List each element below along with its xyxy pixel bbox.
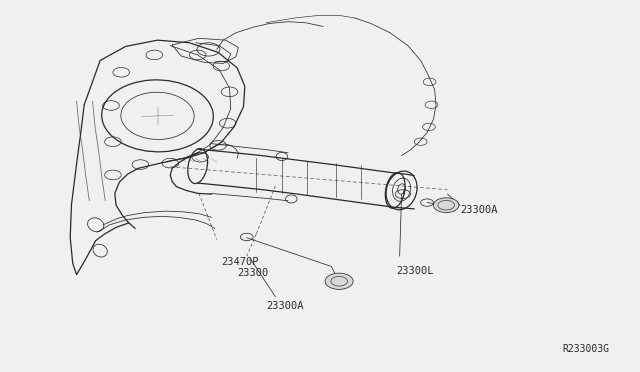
Text: 23300L: 23300L	[396, 266, 434, 276]
Text: 23470P: 23470P	[221, 257, 259, 267]
Circle shape	[433, 198, 459, 212]
Text: 23300: 23300	[237, 268, 268, 278]
Text: 23300A: 23300A	[460, 205, 498, 215]
Text: R233003G: R233003G	[562, 344, 609, 354]
Circle shape	[325, 273, 353, 289]
Text: 23300A: 23300A	[266, 301, 303, 311]
